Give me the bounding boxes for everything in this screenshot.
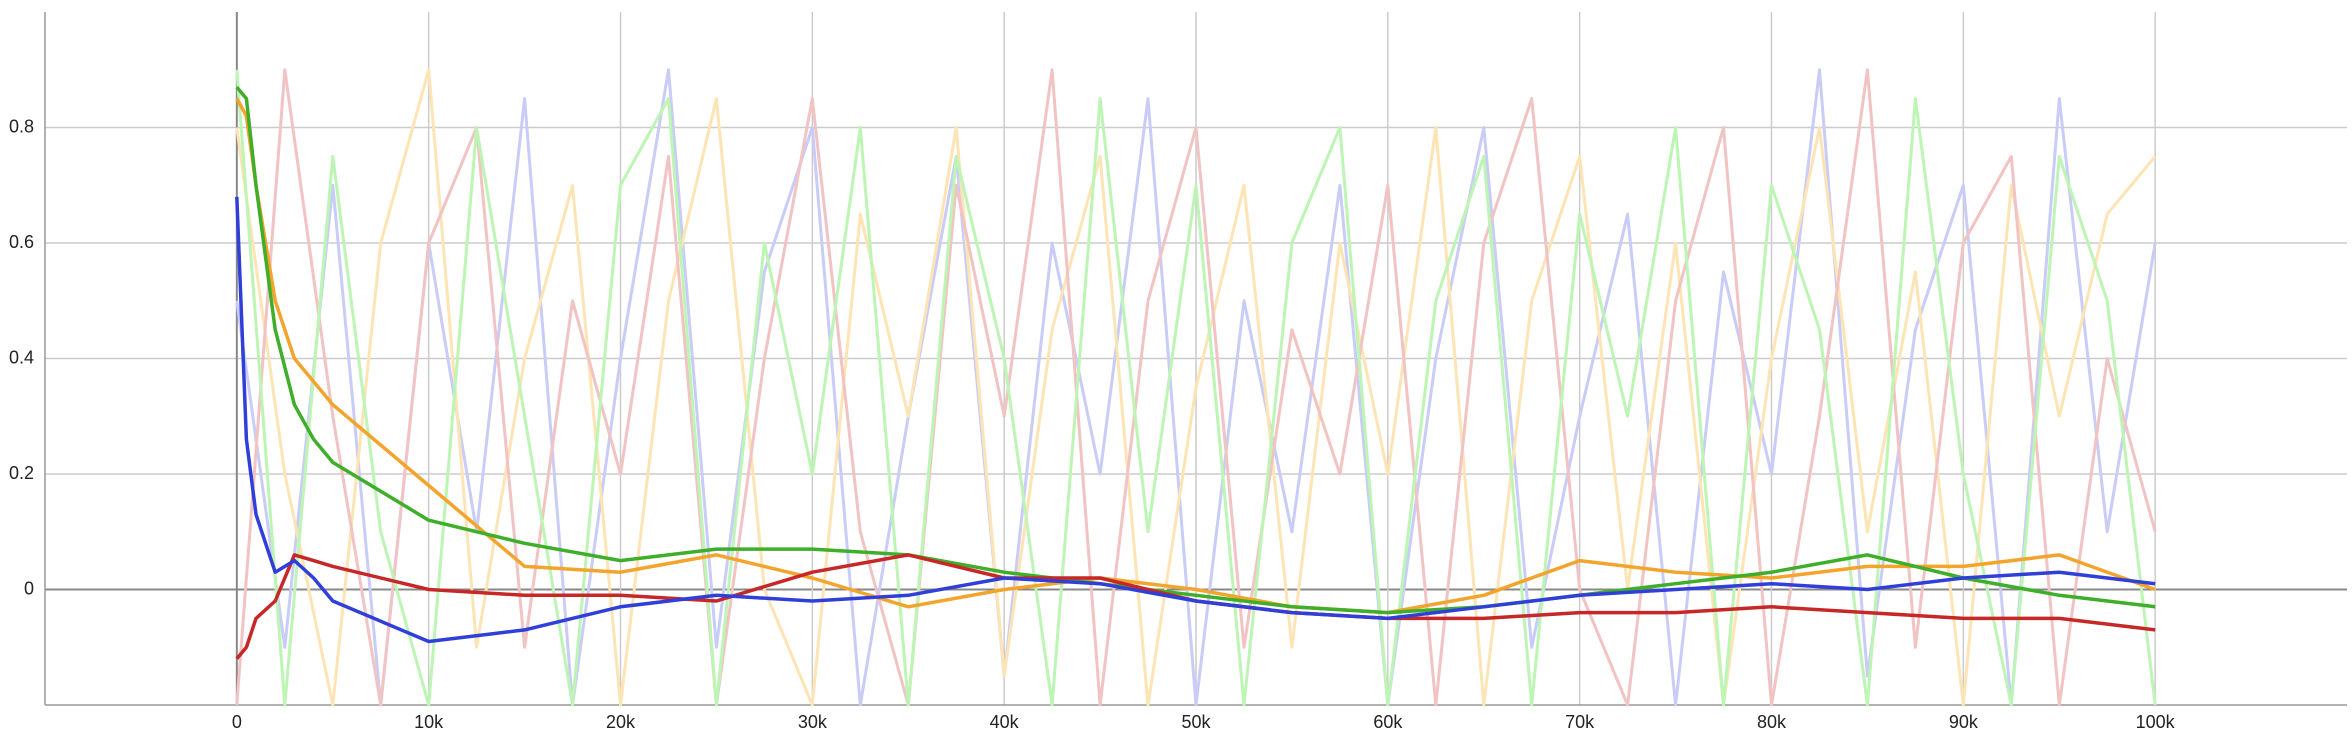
raw-line	[235, 69, 2157, 707]
x-tick-label: 10k	[414, 712, 444, 732]
x-tick-label: 40k	[990, 712, 1020, 732]
smoothed-line	[235, 97, 2156, 615]
x-tick-label: 0	[232, 712, 242, 732]
smoothed-line	[235, 196, 2156, 644]
y-tick-label: 0	[24, 578, 34, 598]
x-tick-label: 20k	[606, 712, 636, 732]
x-tick-label: 30k	[798, 712, 828, 732]
x-tick-label: 100k	[2136, 712, 2176, 732]
smoothed-line	[235, 553, 2156, 660]
x-tick-label: 80k	[1757, 712, 1787, 732]
y-tick-label: 0.6	[9, 232, 34, 252]
x-tick-label: 70k	[1565, 712, 1595, 732]
raw-line	[235, 68, 2157, 707]
y-tick-label: 0.4	[9, 347, 34, 367]
raw-line	[235, 68, 2157, 707]
x-tick-label: 90k	[1949, 712, 1979, 732]
x-tick-label: 60k	[1373, 712, 1403, 732]
y-tick-label: 0.8	[9, 116, 34, 136]
x-tick-label: 50k	[1181, 712, 1211, 732]
smoothed-line	[235, 85, 2156, 615]
y-tick-label: 0.2	[9, 463, 34, 483]
